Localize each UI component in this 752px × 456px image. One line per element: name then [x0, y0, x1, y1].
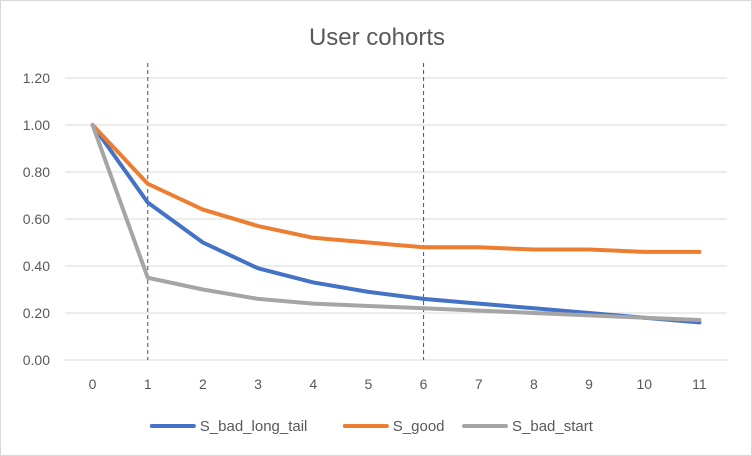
- series-line-S_good: [90, 123, 702, 254]
- series-line-S_bad_long_tail: [90, 123, 702, 325]
- y-tick-label: 1.00: [23, 117, 50, 133]
- x-tick-label: 1: [144, 376, 152, 392]
- x-tick-label: 5: [365, 376, 373, 392]
- x-tick-label: 2: [199, 376, 207, 392]
- y-tick-label: 0.40: [23, 258, 50, 274]
- series-line-S_bad_start: [90, 123, 702, 323]
- legend: S_bad_long_tail S_good S_bad_start: [149, 418, 594, 435]
- y-tick-label: 0.20: [23, 305, 50, 321]
- x-tick-label: 10: [636, 376, 652, 392]
- y-tick-label: 1.20: [23, 70, 50, 86]
- legend-label: S_bad_start: [512, 418, 594, 435]
- x-tick-label: 8: [530, 376, 538, 392]
- legend-entry: S_bad_start: [462, 418, 594, 435]
- x-tick-label: 4: [309, 376, 317, 392]
- chart-title: User cohorts: [309, 24, 445, 51]
- reference-lines: [147, 63, 425, 360]
- gridlines: [65, 77, 727, 361]
- y-tick-label: 0.80: [23, 164, 50, 180]
- x-tick-label: 6: [420, 376, 428, 392]
- x-tick-label: 9: [585, 376, 593, 392]
- x-tick-label: 3: [254, 376, 262, 392]
- x-tick-label: 11: [692, 376, 707, 392]
- legend-entry: S_good: [342, 418, 445, 435]
- x-tick-label: 7: [475, 376, 483, 392]
- legend-label: S_good: [393, 418, 445, 435]
- legend-entry: S_bad_long_tail: [149, 418, 308, 435]
- x-tick-label: 0: [89, 376, 97, 392]
- legend-label: S_bad_long_tail: [200, 418, 308, 435]
- y-tick-label: 0.60: [23, 211, 50, 227]
- y-tick-label: 0.00: [23, 352, 50, 368]
- axes: 0.00 0.20 0.40 0.60 0.80 1.00 1.20 0 1 2 3 4 5 6 7 8 9 10…: [23, 70, 707, 392]
- series-lines: [90, 123, 702, 325]
